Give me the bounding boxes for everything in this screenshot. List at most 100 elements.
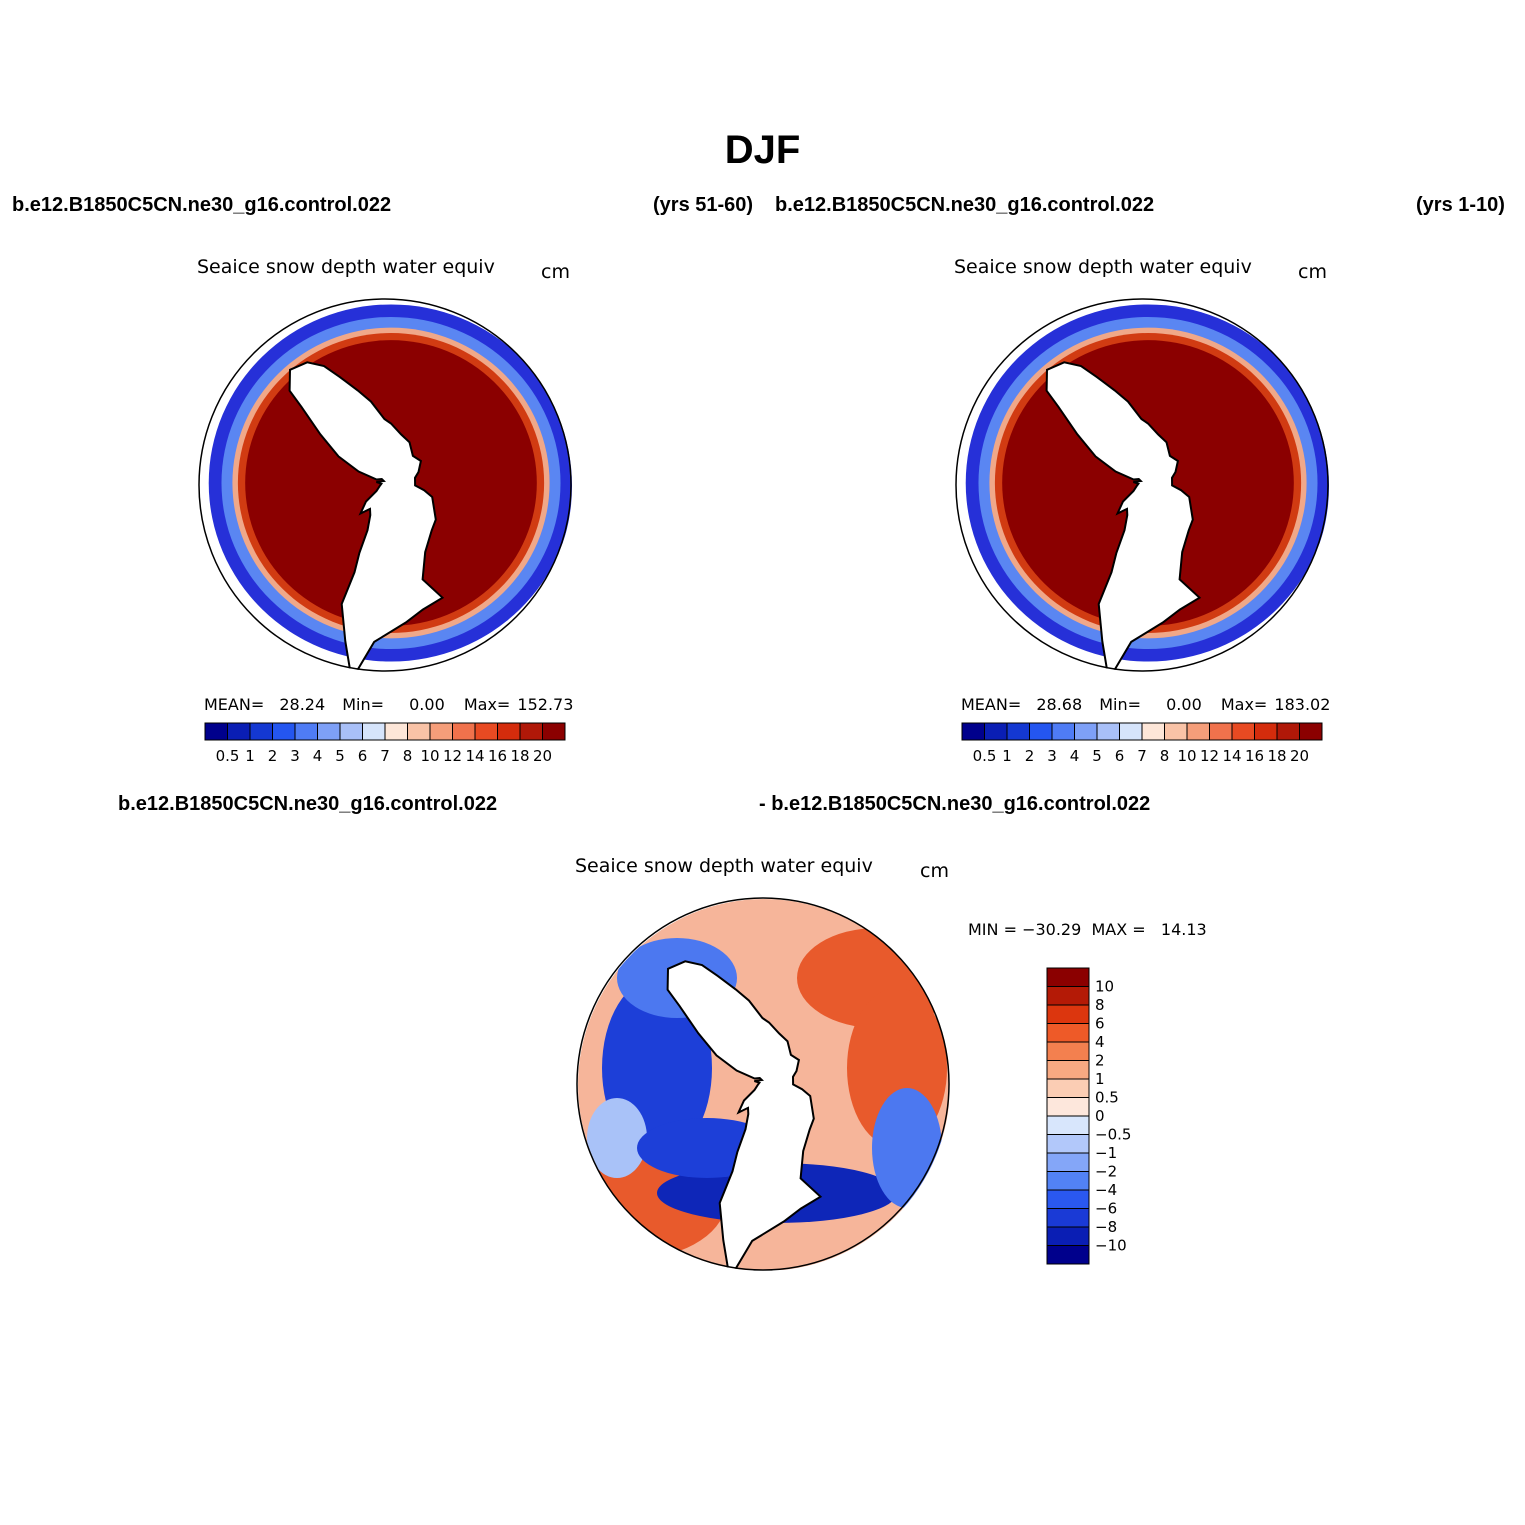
colorbar-tick-label: −4 xyxy=(1095,1181,1117,1199)
colorbar-swatch xyxy=(1046,1134,1090,1154)
units-right: cm xyxy=(1298,261,1327,283)
colorbar-tick-label: 2 xyxy=(1025,747,1035,765)
colorbar-swatch xyxy=(249,722,273,741)
colorbar-swatch xyxy=(1046,1189,1090,1209)
colorbar-tick-label: 14 xyxy=(1222,747,1241,765)
colorbar-swatch xyxy=(294,722,318,741)
diff-anomaly xyxy=(872,1088,942,1208)
colorbar-tick-label: 2 xyxy=(268,747,278,765)
map-difference xyxy=(576,897,950,1271)
colorbar-tick-label: 5 xyxy=(1092,747,1102,765)
years-right: (yrs 1-10) xyxy=(1416,194,1505,216)
colorbar-swatch xyxy=(1209,722,1233,741)
units-left: cm xyxy=(541,261,570,283)
colorbar-swatch xyxy=(1141,722,1165,741)
case-name-diff-a: b.e12.B1850C5CN.ne30_g16.control.022 xyxy=(118,793,498,815)
colorbar-tick-label: 8 xyxy=(1095,996,1105,1014)
colorbar-tick-label: 6 xyxy=(1095,1015,1105,1033)
colorbar-tick-label: −6 xyxy=(1095,1200,1117,1218)
colorbar-tick-label: −2 xyxy=(1095,1163,1117,1181)
colorbar-swatch xyxy=(407,722,431,741)
colorbar-tick-label: −8 xyxy=(1095,1218,1117,1236)
colorbar-tick-label: 0.5 xyxy=(973,747,997,765)
colorbar-tick-label: 8 xyxy=(403,747,413,765)
colorbar-tick-label: 16 xyxy=(1245,747,1264,765)
colorbar-swatch xyxy=(1046,967,1090,987)
colorbar-tick-label: −1 xyxy=(1095,1144,1117,1162)
antarctica-coastline xyxy=(288,361,445,672)
colorbar-swatch xyxy=(1046,986,1090,1006)
colorbar-tick-label: 8 xyxy=(1160,747,1170,765)
colorbar-swatch xyxy=(519,722,543,741)
colorbar-swatch xyxy=(339,722,363,741)
colorbar-tick-label: 4 xyxy=(1070,747,1080,765)
colorbar-tick-label: 0.5 xyxy=(1095,1089,1119,1107)
colorbar-tick-label: 12 xyxy=(1200,747,1219,765)
colorbar-swatch xyxy=(1299,722,1323,741)
colorbar-tick-label: 14 xyxy=(465,747,484,765)
colorbar-swatch xyxy=(1254,722,1278,741)
mean-label-right: MEAN= xyxy=(961,695,1022,714)
mean-value-left: 28.24 xyxy=(279,695,326,714)
plot-title-left: Seaice snow depth water equiv xyxy=(197,256,495,278)
colorbar-tick-label: 18 xyxy=(510,747,529,765)
map-control-yrs-51-60 xyxy=(198,298,572,672)
colorbar-tick-label: −0.5 xyxy=(1095,1126,1131,1144)
colorbar-swatch xyxy=(204,722,228,741)
colorbar-tick-label: 1 xyxy=(245,747,255,765)
colorbar-tick-label: 7 xyxy=(380,747,390,765)
colorbar-swatch xyxy=(362,722,386,741)
colorbar-swatch xyxy=(1074,722,1098,741)
colorbar-tick-label: 4 xyxy=(313,747,323,765)
plot-title-diff: Seaice snow depth water equiv xyxy=(575,855,873,877)
units-diff: cm xyxy=(920,860,949,882)
colorbar-tick-label: 3 xyxy=(290,747,300,765)
antarctica-coastline xyxy=(666,960,823,1271)
min-value-right: 0.00 xyxy=(1166,695,1202,714)
colorbar-tick-label: 10 xyxy=(1177,747,1196,765)
colorbar-swatch xyxy=(1231,722,1255,741)
map-border xyxy=(955,298,1329,672)
colorbar-swatch xyxy=(961,722,985,741)
colorbar-tick-label: 1 xyxy=(1002,747,1012,765)
colorbar-swatch xyxy=(1046,1078,1090,1098)
colorbar-swatch xyxy=(1119,722,1143,741)
colorbar-swatch xyxy=(1029,722,1053,741)
mean-value-right: 28.68 xyxy=(1036,695,1083,714)
colorbar-tick-label: 16 xyxy=(488,747,507,765)
colorbar-tick-label: 5 xyxy=(335,747,345,765)
colorbar-tick-label: 2 xyxy=(1095,1052,1105,1070)
min-label-left: Min= xyxy=(342,695,385,714)
colorbar-tick-label: 7 xyxy=(1137,747,1147,765)
colorbar-tick-label: 10 xyxy=(1095,978,1114,996)
colorbar-swatch xyxy=(984,722,1008,741)
colorbar-swatch xyxy=(1046,1004,1090,1024)
stats-right: MEAN= 28.68 Min= 0.00 Max= 183.02 xyxy=(961,695,1330,714)
colorbar-swatch xyxy=(474,722,498,741)
max-value-left: 152.73 xyxy=(517,695,574,714)
colorbar-tick-label: 20 xyxy=(533,747,552,765)
colorbar-tick-label: 20 xyxy=(1290,747,1309,765)
mean-label-left: MEAN= xyxy=(204,695,265,714)
colorbar-tick-label: 18 xyxy=(1267,747,1286,765)
colorbar-tick-label: 1 xyxy=(1095,1070,1105,1088)
colorbar-swatch xyxy=(1006,722,1030,741)
colorbar-swatch xyxy=(429,722,453,741)
colorbar-tick-label: −10 xyxy=(1095,1237,1127,1255)
colorbar-tick-label: 0.5 xyxy=(216,747,240,765)
case-name-left: b.e12.B1850C5CN.ne30_g16.control.022 xyxy=(12,194,392,216)
colorbar-swatch xyxy=(1046,1097,1090,1117)
colorbar-swatch xyxy=(452,722,476,741)
colorbar-swatch xyxy=(1096,722,1120,741)
case-name-right: b.e12.B1850C5CN.ne30_g16.control.022 xyxy=(775,194,1155,216)
colorbar-swatch xyxy=(497,722,521,741)
colorbar-tick-label: 10 xyxy=(420,747,439,765)
max-label-left: Max= xyxy=(463,695,511,714)
colorbar-swatch xyxy=(1046,1041,1090,1061)
colorbar-tick-label: 6 xyxy=(358,747,368,765)
colorbar-swatch xyxy=(1046,1226,1090,1246)
stats-left: MEAN= 28.24 Min= 0.00 Max= 152.73 xyxy=(204,695,573,714)
map-border xyxy=(198,298,572,672)
max-value-right: 183.02 xyxy=(1274,695,1331,714)
